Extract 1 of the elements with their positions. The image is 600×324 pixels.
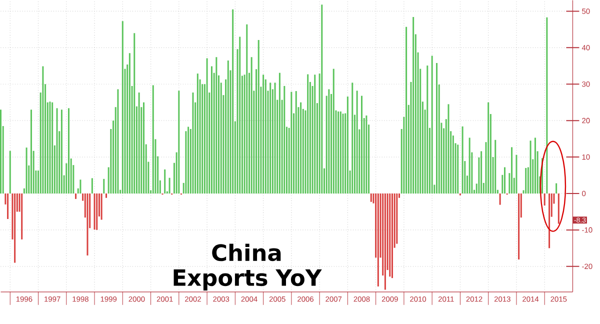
text: China Exports YoY bbox=[174, 244, 322, 291]
